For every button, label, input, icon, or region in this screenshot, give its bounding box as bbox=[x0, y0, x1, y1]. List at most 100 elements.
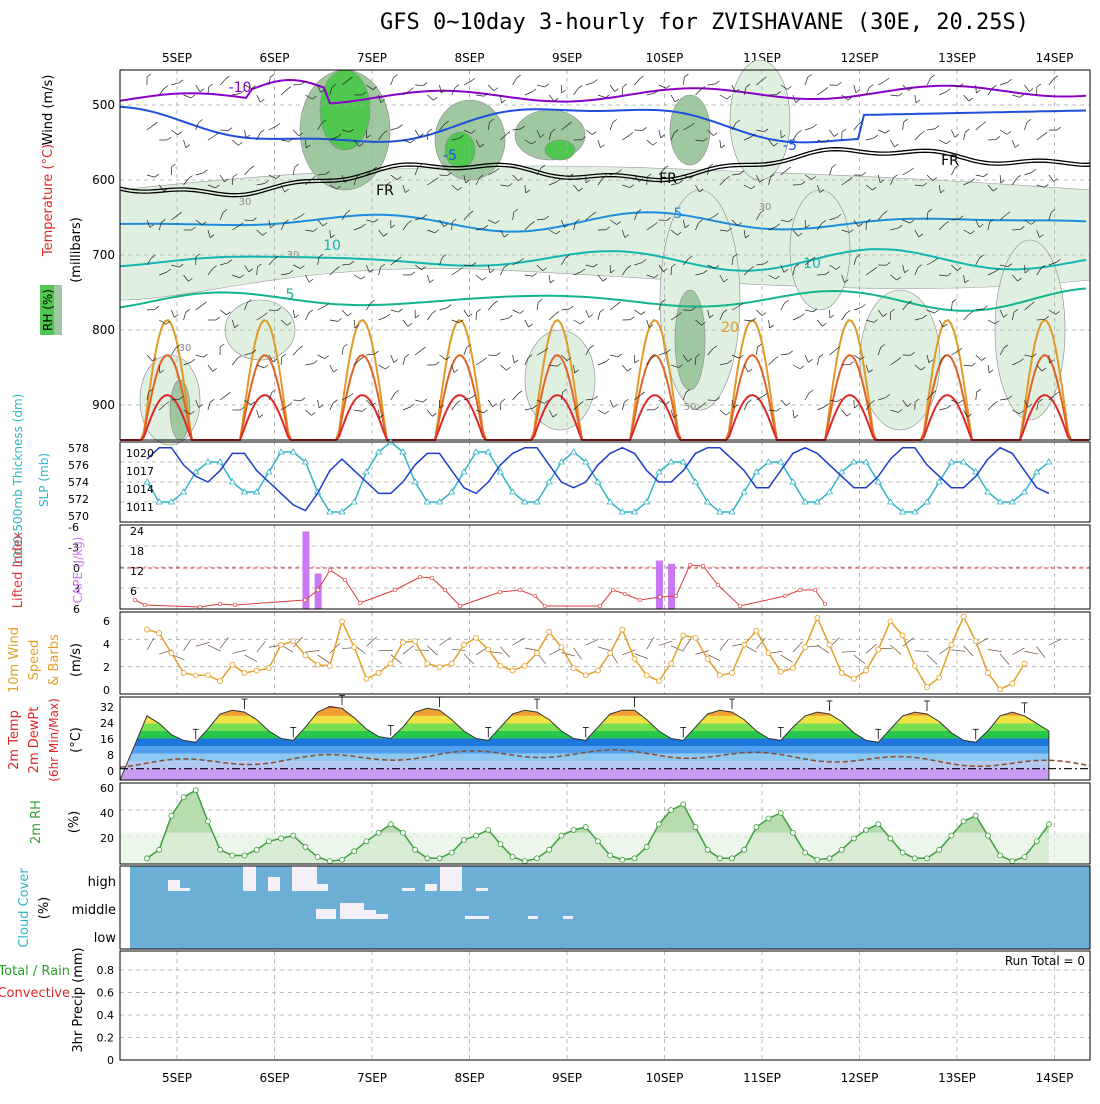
wind-speed-line-point bbox=[522, 663, 527, 668]
rh2m-line-point bbox=[315, 854, 320, 859]
cloud-block bbox=[476, 888, 488, 891]
cloud-block bbox=[402, 888, 415, 891]
wind-speed-line-point bbox=[717, 673, 722, 678]
wind-barb bbox=[817, 407, 824, 410]
lifted-index-point bbox=[798, 588, 802, 592]
wind-speed-line-point bbox=[340, 619, 345, 624]
wind-barb bbox=[456, 401, 460, 404]
rh2m-line-point bbox=[827, 856, 832, 861]
wind-speed-line-point bbox=[620, 627, 625, 632]
wind-speed-line-point bbox=[705, 656, 710, 661]
wind-barb bbox=[403, 407, 410, 410]
wind-barb bbox=[273, 359, 277, 362]
isotherm-minus5 bbox=[120, 107, 1086, 143]
wind-barb-10m bbox=[232, 650, 246, 653]
wind-barb bbox=[276, 123, 280, 126]
wind-barb bbox=[1012, 140, 1015, 148]
y-tick-label: 800 bbox=[92, 323, 115, 337]
wind-barb bbox=[813, 124, 817, 127]
wind-barb-10m bbox=[574, 648, 582, 659]
li-tick-label: -6 bbox=[68, 521, 79, 534]
wind-barb bbox=[622, 136, 629, 140]
wind-barb bbox=[910, 168, 914, 171]
rh2m-line-point bbox=[376, 830, 381, 835]
rh2m-line-point bbox=[169, 813, 174, 818]
wind-barb bbox=[410, 88, 414, 91]
wind-barb bbox=[293, 400, 301, 401]
lifted-index-line bbox=[135, 565, 825, 607]
wind-barb bbox=[984, 306, 988, 309]
wind-barb bbox=[794, 415, 798, 418]
lifted-index-point bbox=[328, 568, 332, 572]
wind-barb-10m bbox=[781, 655, 793, 662]
wind-barb bbox=[562, 90, 566, 93]
wind-barb bbox=[184, 312, 186, 320]
wind-barb bbox=[533, 273, 537, 276]
cloud-level-label: low bbox=[94, 931, 117, 946]
rh2m-tick-label: 60 bbox=[100, 782, 114, 795]
wind-barb bbox=[366, 354, 374, 355]
wind-barb bbox=[854, 307, 862, 310]
wind-speed-line-point bbox=[425, 661, 430, 666]
rh2m-tick-label: 40 bbox=[100, 807, 114, 820]
wind-barb bbox=[927, 129, 935, 130]
wind-barb bbox=[464, 81, 471, 85]
wind-barb bbox=[635, 360, 639, 363]
x-tick-label-bottom: 9SEP bbox=[552, 1071, 582, 1085]
wind-tick-label: 2 bbox=[103, 661, 110, 674]
wind-barb bbox=[616, 302, 620, 305]
contour-label: FR bbox=[376, 183, 394, 199]
wind-barb-10m bbox=[866, 644, 877, 653]
wind-barb bbox=[225, 76, 229, 79]
wind-barb bbox=[647, 140, 653, 145]
rh2m-line-point bbox=[510, 854, 515, 859]
rh2m-line-point bbox=[522, 859, 527, 864]
wind-barb bbox=[374, 351, 378, 354]
wind-speed-line-point bbox=[205, 673, 210, 678]
wind-barb bbox=[360, 357, 364, 360]
wind-speed-line-point bbox=[864, 668, 869, 673]
wind-speed-line-point bbox=[851, 676, 856, 681]
wind-barb bbox=[455, 85, 459, 88]
wind-barb bbox=[989, 370, 993, 373]
wind-speed-line-point bbox=[157, 631, 162, 636]
contour-label: 10 bbox=[323, 238, 341, 254]
wind-axis-label: Wind (m/s) bbox=[41, 75, 56, 146]
wind-barb bbox=[391, 77, 394, 85]
wind-barb bbox=[580, 321, 584, 324]
wind-barb bbox=[598, 95, 606, 98]
wind-barb bbox=[237, 356, 241, 359]
wind-barb bbox=[269, 126, 276, 130]
wind-barb bbox=[610, 400, 613, 407]
wind-barb bbox=[411, 272, 415, 275]
wind-barb bbox=[264, 365, 268, 368]
wind-barb bbox=[220, 130, 228, 131]
rh2m-line-point bbox=[291, 833, 296, 838]
wind-barb bbox=[988, 320, 995, 324]
wind-barb bbox=[1032, 169, 1036, 172]
wind-barb bbox=[659, 85, 666, 88]
rh2m-line-point bbox=[681, 802, 686, 807]
wind-barb bbox=[330, 365, 334, 372]
lifted-index-point bbox=[143, 603, 147, 607]
rh2m-line-point bbox=[425, 856, 430, 861]
wind-barb bbox=[808, 359, 812, 362]
wind-speed-line-point bbox=[644, 673, 649, 678]
wind-speed-line-point bbox=[266, 666, 271, 671]
wind-barb bbox=[598, 362, 605, 365]
wind-barb-10m bbox=[927, 655, 937, 665]
wind-barb bbox=[969, 98, 973, 101]
wind-barb bbox=[988, 404, 994, 410]
wind-barb bbox=[856, 90, 860, 93]
wind-barb bbox=[423, 399, 427, 402]
lifted-index-point bbox=[458, 604, 462, 608]
wind-barb bbox=[257, 365, 264, 368]
rh2m-line-point bbox=[632, 856, 637, 861]
rh2m-line-point bbox=[937, 847, 942, 852]
lifted-index-point bbox=[518, 588, 522, 592]
wind-barb bbox=[964, 314, 970, 320]
wind-speed-line-point bbox=[925, 684, 930, 689]
precip-tick-label: 0 bbox=[107, 1054, 114, 1067]
wind-barb bbox=[483, 358, 487, 361]
